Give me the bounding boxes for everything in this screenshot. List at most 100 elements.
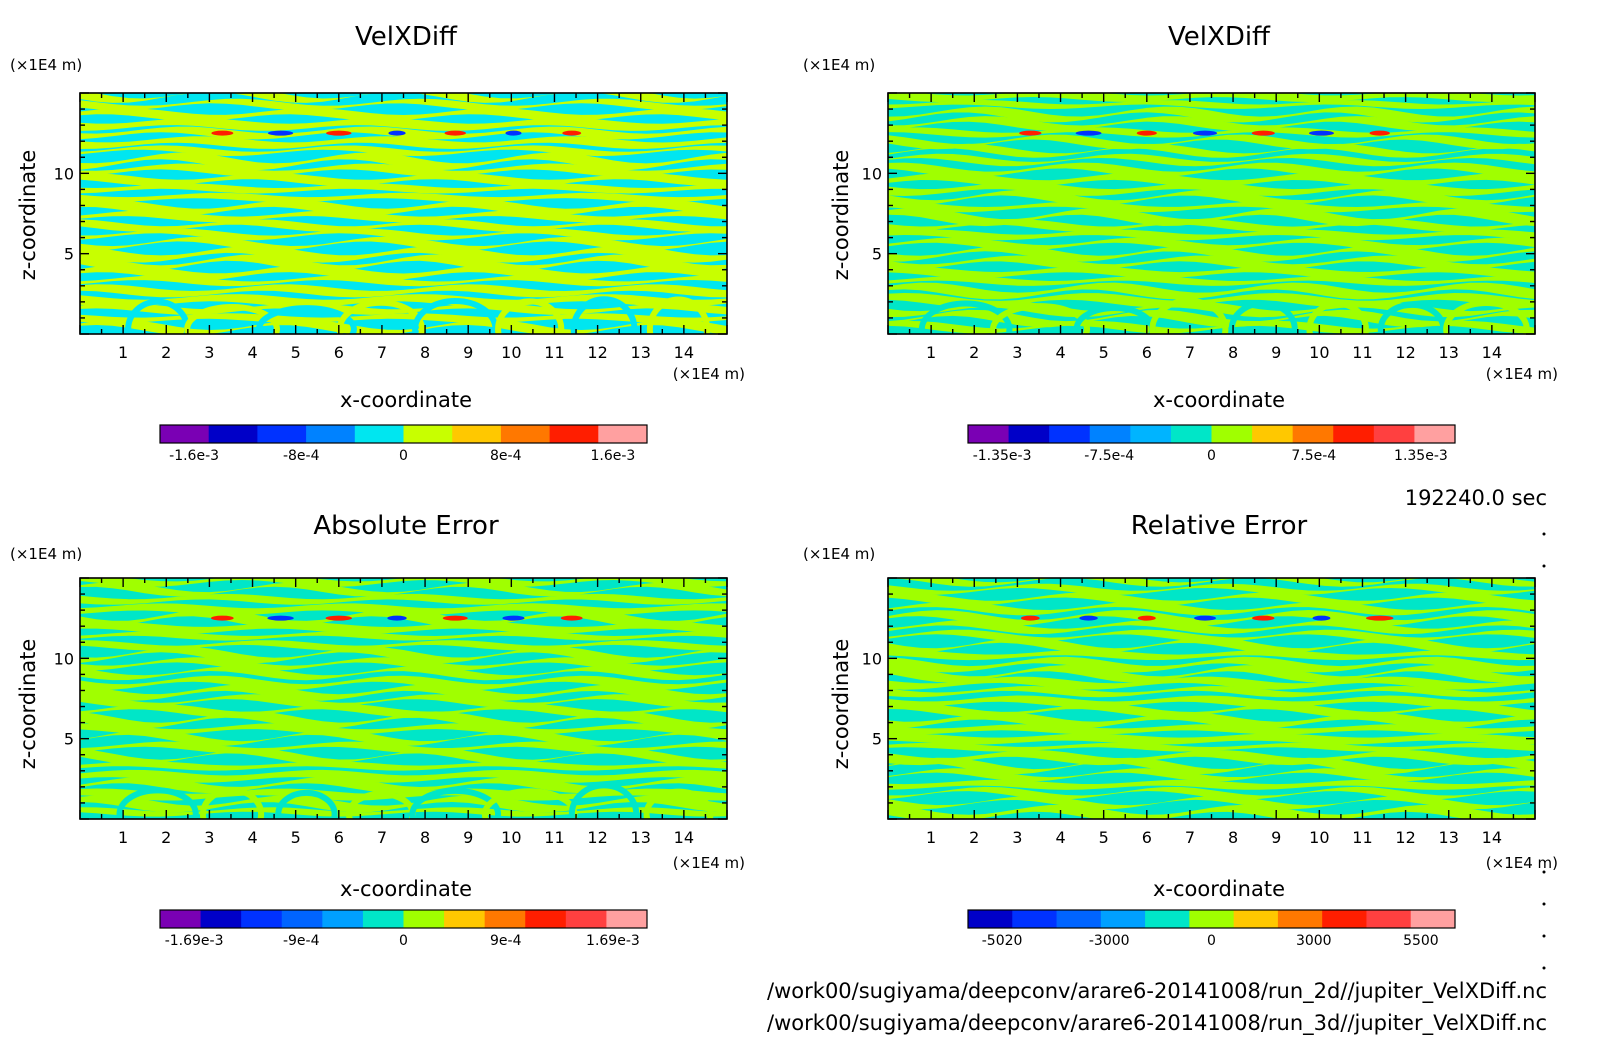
y-tick-label: 5 (872, 730, 882, 749)
x-tick-label: 13 (1439, 343, 1459, 362)
x-tick-label: 1 (926, 343, 936, 362)
x-tick-label: 5 (1099, 343, 1109, 362)
extreme-values (211, 615, 583, 621)
colorbar-swatch (306, 425, 356, 443)
y-tick-label: 5 (64, 730, 74, 749)
x-tick-label: 8 (420, 343, 430, 362)
x-tick-label: 7 (1185, 343, 1195, 362)
colorbar-tick-label: 3000 (1296, 933, 1332, 949)
file-path-2d: /work00/sugiyama/deepconv/arare6-2014100… (767, 979, 1547, 1004)
y-tick-label: 10 (862, 649, 882, 668)
colorbar-swatch (241, 910, 283, 928)
colorbar-tick-label: -1.35e-3 (973, 448, 1032, 464)
y-axis-label: z-coordinate (16, 150, 40, 281)
x-tick-label: 12 (587, 343, 607, 362)
colorbar-swatch (1277, 910, 1323, 928)
x-tick-label: 8 (1228, 828, 1238, 847)
x-tick-label: 12 (1395, 343, 1415, 362)
y-unit-label: (×1E4 m) (803, 545, 875, 563)
colorbar-swatch (606, 910, 648, 928)
colorbar-swatch (525, 910, 567, 928)
x-unit-label: (×1E4 m) (673, 854, 745, 872)
colorbar-swatch (1008, 425, 1050, 443)
x-tick-label: 12 (1395, 828, 1415, 847)
x-tick-label: 8 (420, 828, 430, 847)
y-axis-label: z-coordinate (16, 639, 40, 770)
x-tick-label: 9 (1271, 828, 1281, 847)
x-tick-label: 8 (1228, 343, 1238, 362)
colorbar-swatch (968, 910, 1013, 928)
x-tick-label: 3 (1012, 828, 1022, 847)
colorbar-swatch (354, 425, 404, 443)
colorbar-tick-label: -5020 (982, 933, 1023, 949)
colorbar-swatch (500, 425, 551, 443)
x-tick-label: 1 (118, 343, 128, 362)
y-tick-label: 10 (54, 164, 74, 183)
y-unit-label: (×1E4 m) (10, 56, 82, 74)
colorbar-swatch (1189, 910, 1235, 928)
x-tick-label: 6 (334, 828, 344, 847)
colorbar-swatch (444, 910, 486, 928)
x-tick-label: 2 (161, 343, 171, 362)
y-axis-label: z-coordinate (829, 639, 853, 770)
colorbar-swatch (1170, 425, 1212, 443)
colorbar-swatch (1100, 910, 1146, 928)
colorbar-swatch (257, 425, 307, 443)
colorbar-swatch (403, 910, 445, 928)
colorbar-swatch (1145, 910, 1190, 928)
x-tick-label: 2 (161, 828, 171, 847)
x-tick-label: 13 (631, 828, 651, 847)
time-label: 192240.0 sec (1405, 486, 1547, 510)
x-tick-label: 6 (1142, 343, 1152, 362)
y-tick-label: 5 (872, 245, 882, 264)
colorbar-tick-label: 1.6e-3 (590, 448, 635, 464)
colorbar-swatch (362, 910, 404, 928)
panel-title: VelXDiff (355, 22, 458, 52)
y-axis-label: z-coordinate (829, 150, 853, 281)
colorbar-swatch (1012, 910, 1058, 928)
y-unit-label: (×1E4 m) (10, 545, 82, 563)
colorbar-swatch (452, 425, 502, 443)
contour-field (80, 578, 727, 819)
colorbar-swatch (1292, 425, 1334, 443)
colorbar-tick-label: 5500 (1403, 933, 1439, 949)
colorbar-tick-label: 0 (1207, 933, 1216, 949)
colorbar-tick-label: 8e-4 (490, 448, 522, 464)
panel-title: Relative Error (1131, 511, 1308, 541)
colorbar-swatch (1211, 425, 1253, 443)
x-tick-label: 5 (291, 828, 301, 847)
colorbar-tick-label: 1.69e-3 (586, 933, 640, 949)
contour-field (888, 578, 1535, 819)
x-tick-label: 2 (969, 343, 979, 362)
edge-dots (1542, 532, 1546, 970)
colorbar-swatch (1130, 425, 1172, 443)
x-tick-label: 13 (631, 343, 651, 362)
colorbar-swatch (281, 910, 323, 928)
colorbar-swatch (968, 425, 1010, 443)
extreme-values (1019, 130, 1390, 136)
y-tick-label: 10 (54, 649, 74, 668)
colorbar-tick-label: 0 (1207, 448, 1216, 464)
colorbar: -5020 -3000 0 3000 5500 (967, 909, 1456, 949)
x-tick-label: 4 (1055, 343, 1065, 362)
colorbar-swatch (1322, 910, 1367, 928)
panel-absolute-error: Absolute Error (×1E4 m) z-coordinate (×1… (10, 511, 745, 949)
colorbar-tick-label: -7.5e-4 (1084, 448, 1134, 464)
x-tick-label: 11 (544, 343, 564, 362)
colorbar-swatch (322, 910, 364, 928)
x-axis-label: x-coordinate (340, 877, 472, 901)
colorbar-swatch (1089, 425, 1131, 443)
x-tick-label: 9 (463, 828, 473, 847)
colorbar-swatch (1373, 425, 1415, 443)
panel-relative-error: Relative Error (×1E4 m) z-coordinate (×1… (803, 511, 1558, 949)
x-tick-label: 6 (1142, 828, 1152, 847)
x-tick-label: 13 (1439, 828, 1459, 847)
colorbar-swatch (1366, 910, 1412, 928)
colorbar-tick-label: 7.5e-4 (1291, 448, 1336, 464)
colorbar-tick-label: 9e-4 (490, 933, 522, 949)
colorbar-swatch (1233, 910, 1279, 928)
x-tick-label: 10 (501, 343, 521, 362)
colorbar-swatch (565, 910, 607, 928)
file-path-3d: /work00/sugiyama/deepconv/arare6-2014100… (767, 1011, 1547, 1036)
